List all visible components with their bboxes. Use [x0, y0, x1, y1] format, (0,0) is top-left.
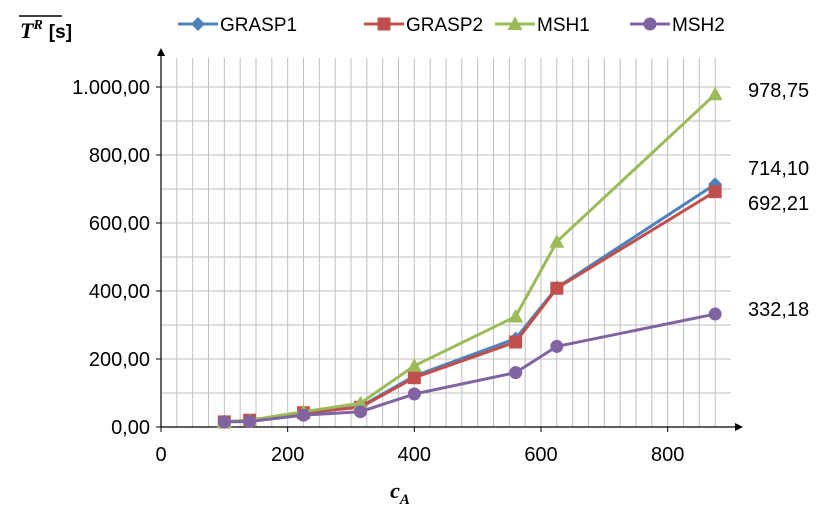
legend-item-grasp1: GRASP1	[178, 15, 297, 36]
legend-label: MSH2	[672, 15, 725, 36]
series-line	[224, 93, 717, 424]
series-line	[224, 312, 716, 424]
y-tick-label: 200,00	[89, 349, 150, 371]
series-grasp2	[217, 185, 722, 429]
data-point	[377, 17, 391, 31]
y-axis-title: TR [s]	[20, 18, 72, 43]
data-point	[297, 408, 310, 422]
x-axis-title: cA	[390, 478, 410, 508]
legend-item-msh1: MSH1	[495, 15, 590, 36]
y-tick-label: 400,00	[89, 281, 150, 303]
data-point	[406, 358, 422, 372]
data-point	[191, 17, 205, 31]
x-tick-label: 800	[651, 444, 684, 466]
legend-item-msh2: MSH2	[630, 15, 725, 36]
end-value-label: 332,18	[748, 299, 809, 321]
x-tick-label: 400	[398, 444, 431, 466]
end-value-label: 978,75	[748, 80, 809, 102]
data-point	[354, 405, 367, 419]
tick-labels: 0,00 200,00 400,00 600,00 800,00 1.000,00 0 200…	[72, 77, 684, 466]
data-point	[508, 309, 524, 323]
series-msh2	[217, 307, 722, 429]
y-axis-arrow	[157, 48, 165, 56]
legend-label: GRASP1	[220, 15, 297, 36]
data-point	[407, 387, 421, 401]
y-tick-label: 1.000,00	[72, 77, 150, 99]
data-point	[708, 307, 722, 321]
legend-item-grasp2: GRASP2	[364, 15, 483, 36]
end-value-labels: 978,75 714,10 692,21 332,18	[748, 80, 809, 321]
data-point	[707, 86, 723, 101]
data-point	[243, 415, 257, 429]
data-point	[643, 17, 657, 31]
data-point	[550, 339, 564, 353]
data-point	[549, 234, 565, 248]
axes	[157, 48, 743, 431]
series-grasp1	[217, 177, 723, 429]
data-point	[509, 335, 523, 349]
series-line	[224, 182, 716, 424]
y-tick-label: 0,00	[111, 417, 150, 439]
data-point	[550, 281, 564, 295]
data-point	[407, 371, 421, 385]
y-tick-label: 600,00	[89, 213, 150, 235]
data-point	[353, 395, 368, 410]
grid-lines	[161, 58, 731, 427]
legend-label: GRASP2	[406, 15, 483, 36]
x-tick-label: 200	[271, 444, 304, 466]
legend-label: MSH1	[537, 15, 590, 36]
data-point	[708, 185, 722, 199]
x-axis-arrow	[735, 423, 743, 431]
y-tick-label: 800,00	[89, 145, 150, 167]
end-value-label: 714,10	[748, 158, 809, 180]
data-point	[217, 415, 231, 429]
series-line	[224, 190, 716, 424]
x-tick-label: 0	[155, 444, 166, 466]
legend: GRASP1 GRASP2 MSH1 MSH2	[178, 15, 725, 36]
end-value-label: 692,21	[748, 193, 809, 215]
data-point	[507, 16, 523, 30]
x-tick-label: 600	[524, 444, 557, 466]
series-lines	[216, 86, 723, 429]
data-point	[509, 366, 523, 380]
